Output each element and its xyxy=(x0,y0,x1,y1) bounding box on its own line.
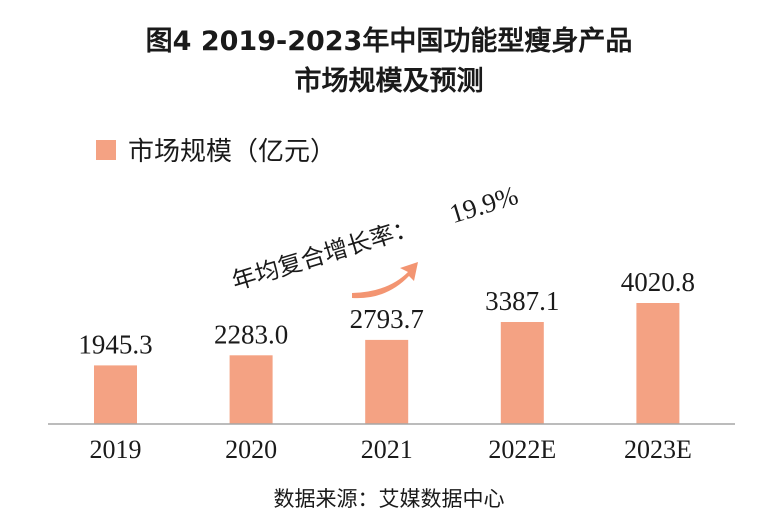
cagr-annotation: 年均复合增长率： 19.9% xyxy=(229,180,522,296)
legend-swatch xyxy=(96,140,116,160)
cagr-label: 年均复合增长率： xyxy=(229,213,421,296)
growth-arrow-icon xyxy=(352,262,418,299)
cagr-value: 19.9% xyxy=(446,180,521,229)
chart-title-line2: 市场规模及预测 xyxy=(295,65,484,97)
x-tick-2021: 2021 xyxy=(361,435,413,464)
x-tick-2022E: 2022E xyxy=(488,435,556,464)
source-note: 数据来源：艾媒数据中心 xyxy=(274,487,505,511)
data-label-2021: 2793.7 xyxy=(350,304,424,334)
bar-2023E xyxy=(636,303,680,424)
x-tick-2020: 2020 xyxy=(225,435,277,464)
bar-2021 xyxy=(365,339,409,424)
data-label-2022E: 3387.1 xyxy=(485,286,559,316)
x-tick-2019: 2019 xyxy=(90,435,142,464)
legend-label: 市场规模（亿元） xyxy=(128,137,336,167)
bar-2020 xyxy=(229,355,273,424)
bar-2019 xyxy=(94,365,137,424)
x-tick-labels: 2019 2020 2021 2022E 2023E xyxy=(90,435,692,464)
data-label-2020: 2283.0 xyxy=(214,319,288,349)
bars-group: 1945.3 2283.0 2793.7 3387.1 4020.8 xyxy=(78,267,695,424)
bar-2022E xyxy=(500,322,544,424)
data-label-2023E: 4020.8 xyxy=(621,267,695,297)
chart-title-line1: 图4 2019-2023年中国功能型瘦身产品 xyxy=(146,25,633,57)
data-label-2019: 1945.3 xyxy=(78,329,152,359)
x-tick-2023E: 2023E xyxy=(624,435,692,464)
